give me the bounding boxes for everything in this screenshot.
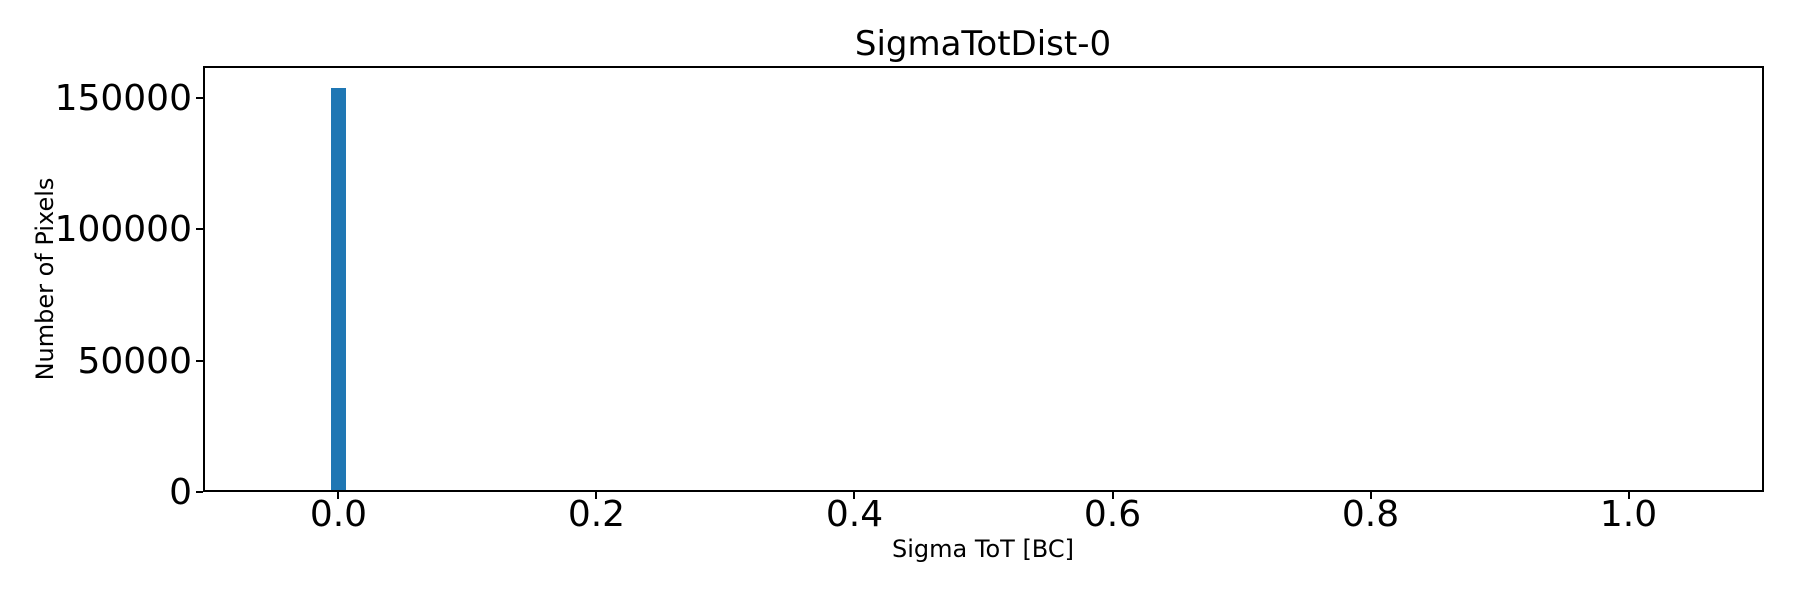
x-tick-label: 0.8 bbox=[1341, 494, 1400, 535]
x-tick-label: 0.2 bbox=[567, 494, 626, 535]
y-tick-mark bbox=[196, 491, 203, 493]
x-tick-mark bbox=[1111, 492, 1114, 499]
x-tick-mark bbox=[853, 492, 856, 499]
y-tick-label: 50000 bbox=[77, 340, 192, 382]
x-tick-mark bbox=[1627, 492, 1630, 499]
x-tick-label: 0.0 bbox=[309, 494, 368, 535]
histogram-bar bbox=[331, 88, 346, 492]
y-tick-label: 100000 bbox=[54, 209, 192, 251]
y-tick-mark bbox=[196, 359, 203, 362]
y-tick-label: 0 bbox=[169, 472, 192, 513]
x-tick-mark bbox=[1369, 492, 1372, 499]
x-tick-mark bbox=[337, 492, 340, 499]
chart-title: SigmaTotDist-0 bbox=[854, 24, 1112, 64]
x-tick-mark bbox=[595, 492, 598, 499]
x-tick-label: 0.6 bbox=[1083, 494, 1142, 535]
y-tick-mark bbox=[196, 228, 203, 231]
x-tick-label: 0.4 bbox=[825, 494, 884, 535]
plot-area bbox=[203, 66, 1764, 492]
x-axis-label: Sigma ToT [BC] bbox=[892, 535, 1074, 563]
y-tick-label: 150000 bbox=[54, 77, 192, 119]
bars-layer bbox=[203, 66, 1764, 492]
y-tick-mark bbox=[196, 96, 203, 99]
x-tick-label: 1.0 bbox=[1599, 494, 1658, 535]
